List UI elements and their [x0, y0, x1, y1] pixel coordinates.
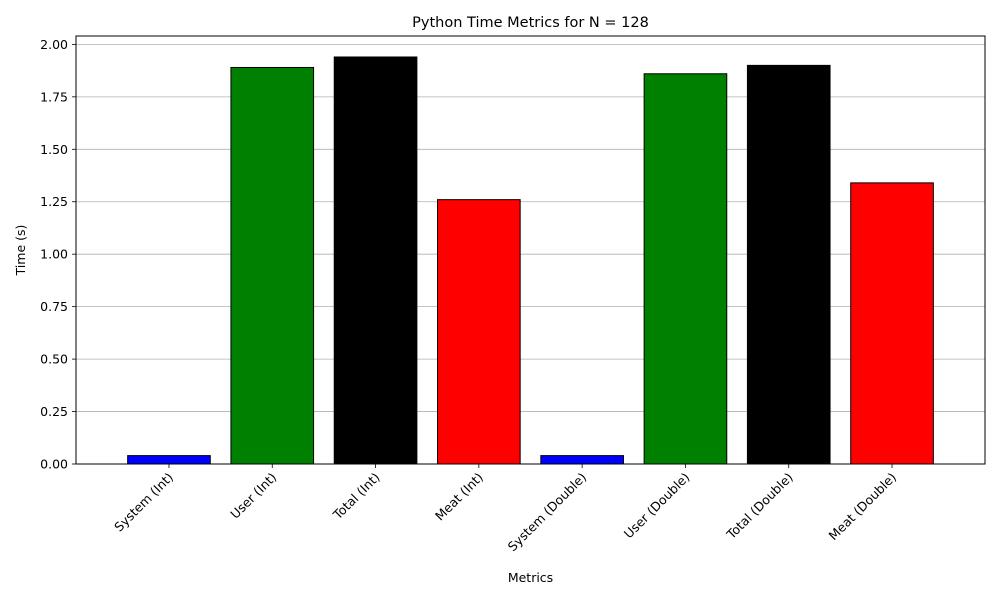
bar: [850, 182, 934, 465]
bars: [127, 56, 934, 465]
y-tick-label: 0.25: [40, 404, 68, 419]
y-tick-label: 1.25: [40, 194, 68, 209]
bar: [540, 455, 624, 465]
y-tick-label: 2.00: [40, 37, 68, 52]
chart-title: Python Time Metrics for N = 128: [412, 15, 649, 31]
x-axis-label: Metrics: [508, 570, 553, 585]
y-ticks: 0.00 0.25 0.50 0.75 1.00 1.25 1.50 1.75 2.00: [40, 37, 76, 472]
y-tick-label: 0.50: [40, 352, 68, 367]
bar: [643, 73, 728, 465]
bar: [437, 199, 521, 465]
y-axis-label: Time (s): [13, 225, 28, 277]
bar: [333, 56, 418, 465]
y-tick-label: 1.50: [40, 142, 68, 157]
bar: [746, 64, 831, 465]
plot-frame: [75, 35, 986, 465]
bar: [127, 455, 211, 465]
y-tick-label: 0.75: [40, 299, 68, 314]
y-tick-label: 1.00: [40, 247, 68, 262]
y-tick-label: 1.75: [40, 89, 68, 104]
y-tick-label: 0.00: [40, 457, 68, 472]
bar: [230, 66, 315, 465]
